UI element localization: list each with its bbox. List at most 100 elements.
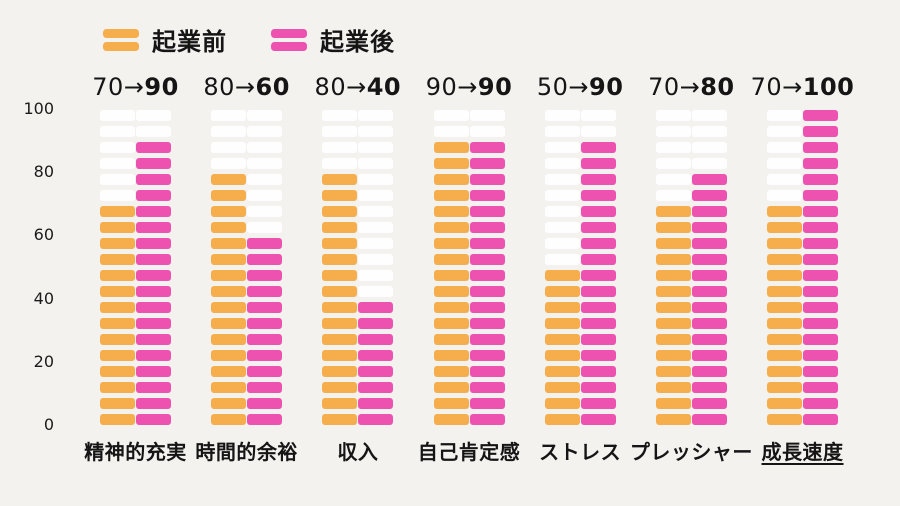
before-value: 70→ (92, 73, 145, 101)
legend-item-after: 起業後 (271, 22, 395, 57)
after-segment (691, 318, 727, 329)
empty-segment (247, 126, 283, 137)
after-segment (469, 142, 505, 153)
after-segment (691, 270, 727, 281)
legend-swatch-after-icon (271, 28, 307, 51)
segment-row (433, 350, 505, 361)
after-segment (580, 254, 616, 265)
segment-row (544, 334, 616, 345)
before-segment (544, 366, 580, 377)
before-segment (211, 238, 247, 249)
segment-row (544, 270, 616, 281)
empty-segment (100, 174, 135, 185)
segment-row (767, 158, 839, 169)
segment-row (433, 158, 505, 169)
after-segment (469, 398, 505, 409)
after-segment (580, 366, 616, 377)
before-segment (767, 414, 803, 425)
legend-label-before: 起業前 (152, 28, 227, 56)
before-segment (655, 414, 691, 425)
empty-segment (322, 110, 358, 121)
empty-segment (544, 110, 580, 121)
segment-row (322, 206, 394, 217)
before-segment (655, 398, 691, 409)
after-segment (580, 286, 616, 297)
segment-row (322, 174, 394, 185)
segment-row (544, 414, 616, 425)
empty-segment (655, 174, 691, 185)
segment-row (322, 238, 394, 249)
empty-segment (358, 158, 394, 169)
empty-segment (136, 110, 171, 121)
after-segment (469, 222, 505, 233)
segment-row (100, 302, 171, 313)
after-segment (580, 350, 616, 361)
after-segment (136, 334, 171, 345)
empty-segment (767, 142, 803, 153)
segment-row (544, 238, 616, 249)
empty-segment (469, 110, 505, 121)
before-segment (100, 382, 135, 393)
segment-row (767, 110, 839, 121)
after-segment (136, 222, 171, 233)
segment-row (433, 318, 505, 329)
before-segment (433, 238, 469, 249)
empty-segment (469, 126, 505, 137)
segment-row (100, 318, 171, 329)
segment-row (655, 126, 727, 137)
empty-segment (322, 158, 358, 169)
segment-row (433, 190, 505, 201)
segment-row (211, 366, 283, 377)
after-value: 80 (700, 73, 735, 101)
before-segment (544, 318, 580, 329)
after-segment (803, 174, 839, 185)
before-segment (433, 318, 469, 329)
after-segment (803, 318, 839, 329)
segment-row (100, 254, 171, 265)
after-segment (136, 270, 171, 281)
empty-segment (544, 206, 580, 217)
segment-row (322, 398, 394, 409)
after-segment (803, 158, 839, 169)
before-segment (655, 286, 691, 297)
segment-row (655, 238, 727, 249)
segment-row (655, 270, 727, 281)
segment-row (211, 206, 283, 217)
bar-pair-7 (767, 110, 839, 425)
legend: 起業前 起業後 (103, 22, 395, 57)
column-header: 80→40 (288, 72, 428, 102)
segment-row (655, 206, 727, 217)
segment-row (433, 142, 505, 153)
before-segment (544, 286, 580, 297)
segment-row (211, 190, 283, 201)
empty-segment (247, 174, 283, 185)
before-segment (433, 222, 469, 233)
category-label: ストレス (539, 440, 622, 464)
before-value: 70→ (648, 73, 701, 101)
after-segment (136, 206, 171, 217)
segment-row (767, 286, 839, 297)
before-segment (100, 238, 135, 249)
segment-row (544, 158, 616, 169)
empty-segment (655, 190, 691, 201)
after-segment (136, 142, 171, 153)
segment-row (767, 350, 839, 361)
empty-segment (544, 174, 580, 185)
y-axis-tick: 20 (33, 351, 54, 371)
empty-segment (544, 126, 580, 137)
empty-segment (358, 190, 394, 201)
empty-segment (544, 222, 580, 233)
segment-row (767, 238, 839, 249)
segment-row (433, 222, 505, 233)
after-segment (469, 158, 505, 169)
after-segment (358, 382, 394, 393)
bar-pair-2 (211, 110, 283, 425)
after-segment (691, 190, 727, 201)
segment-row (655, 110, 727, 121)
after-segment (580, 158, 616, 169)
empty-segment (247, 206, 283, 217)
segment-row (322, 302, 394, 313)
before-segment (655, 238, 691, 249)
empty-segment (100, 158, 135, 169)
before-segment (322, 238, 358, 249)
